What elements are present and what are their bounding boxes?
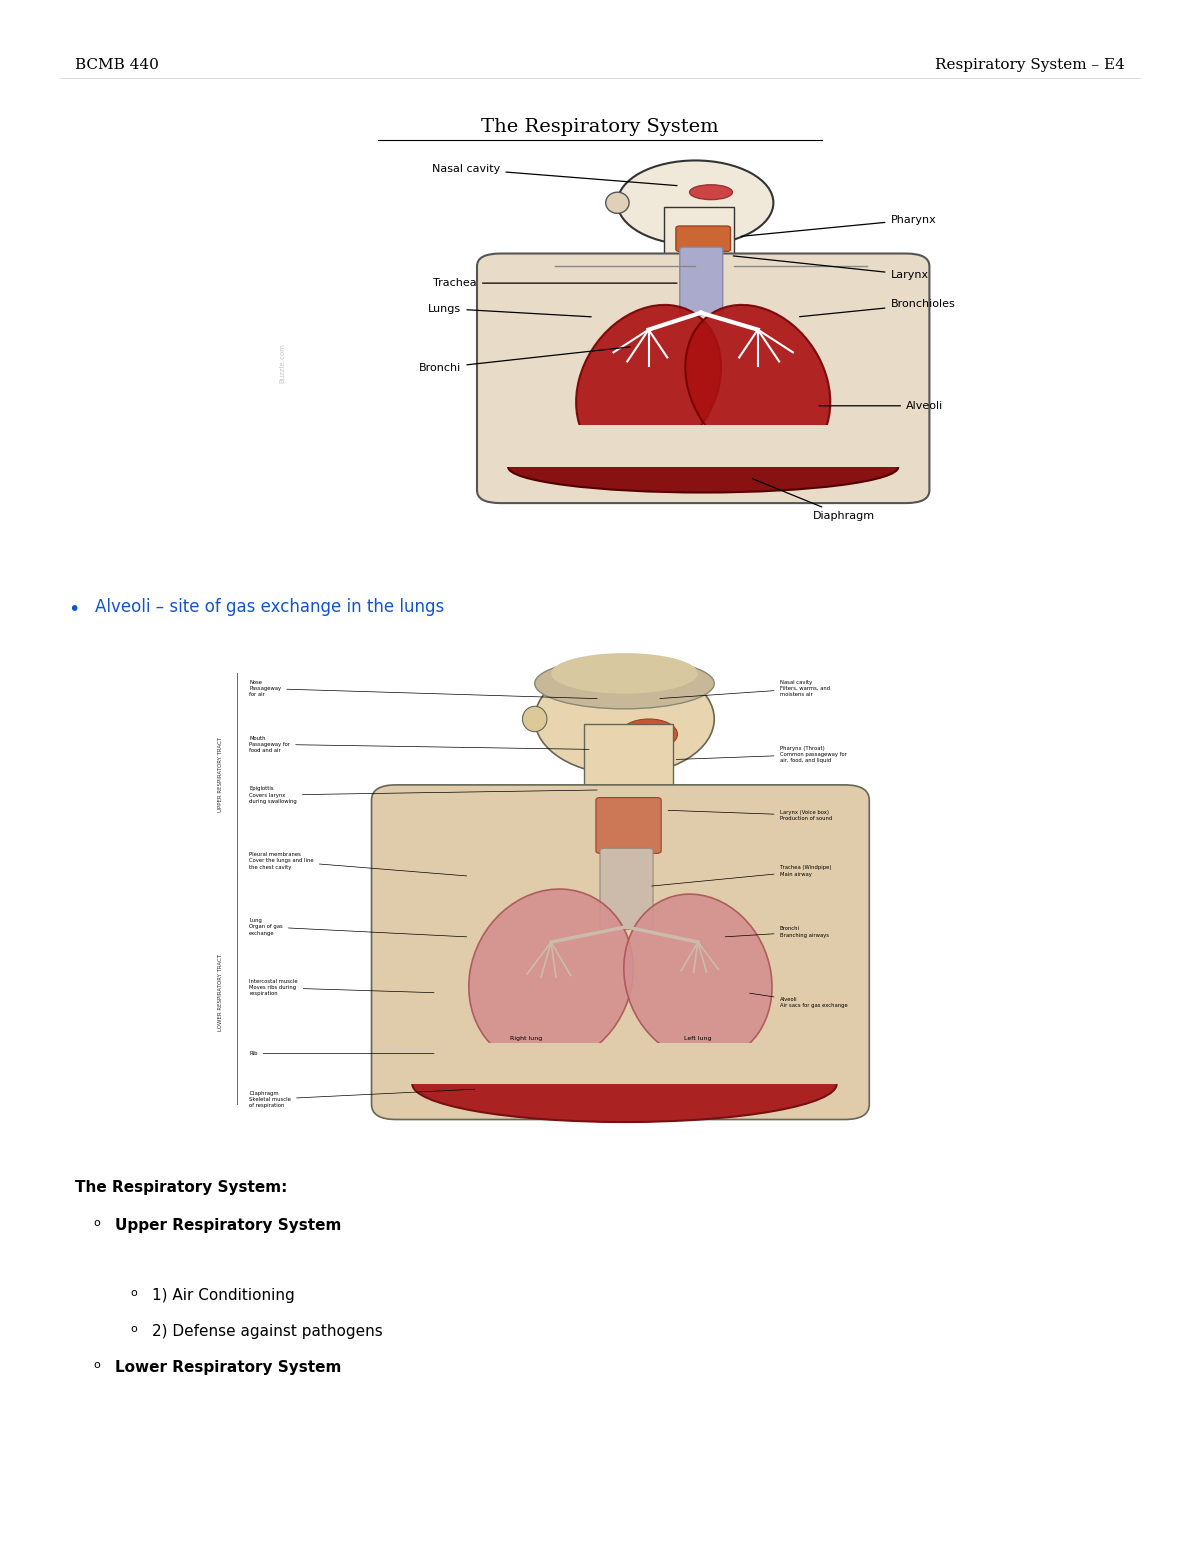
Text: Bronchi: Bronchi [419, 346, 630, 373]
Text: Trachea: Trachea [433, 278, 677, 289]
FancyBboxPatch shape [676, 227, 731, 252]
Circle shape [618, 160, 774, 245]
Text: Nasal cavity: Nasal cavity [432, 165, 677, 186]
Text: Mouth
Passageway for
food and air: Mouth Passageway for food and air [250, 736, 589, 753]
Text: o: o [94, 1360, 101, 1370]
Text: Respiratory System – E4: Respiratory System – E4 [935, 57, 1126, 71]
Text: Diaphragm
Skeletal muscle
of respiration: Diaphragm Skeletal muscle of respiration [250, 1089, 475, 1107]
Text: o: o [94, 1218, 101, 1228]
FancyBboxPatch shape [478, 253, 930, 503]
Text: LOWER RESPIRATORY TRACT: LOWER RESPIRATORY TRACT [218, 954, 223, 1031]
Text: Alveoli: Alveoli [820, 401, 943, 412]
Text: The Respiratory System: The Respiratory System [481, 118, 719, 137]
Text: Bronchi
Branching airways: Bronchi Branching airways [725, 926, 828, 938]
Text: Rib: Rib [250, 1051, 434, 1056]
Text: UPPER RESPIRATORY TRACT: UPPER RESPIRATORY TRACT [218, 738, 223, 812]
Text: 1) Air Conditioning: 1) Air Conditioning [152, 1287, 295, 1303]
Ellipse shape [522, 707, 547, 731]
Text: Pleural membranes
Cover the lungs and line
the chest cavity: Pleural membranes Cover the lungs and li… [250, 853, 467, 876]
Text: Alveoli – site of gas exchange in the lungs: Alveoli – site of gas exchange in the lu… [95, 598, 444, 617]
Ellipse shape [606, 193, 629, 213]
Ellipse shape [469, 888, 634, 1065]
Text: Upper Respiratory System: Upper Respiratory System [115, 1218, 341, 1233]
Ellipse shape [624, 895, 772, 1061]
FancyBboxPatch shape [372, 784, 869, 1120]
Text: 2) Defense against pathogens: 2) Defense against pathogens [152, 1325, 383, 1339]
Text: Buzzle.com: Buzzle.com [280, 343, 286, 384]
Text: Bronchioles: Bronchioles [799, 300, 955, 317]
Circle shape [535, 663, 714, 775]
Ellipse shape [685, 304, 830, 464]
Text: Pharynx: Pharynx [742, 214, 936, 236]
Text: Epiglottis
Covers larynx
during swallowing: Epiglottis Covers larynx during swallowi… [250, 786, 598, 804]
Text: Lower Respiratory System: Lower Respiratory System [115, 1360, 341, 1374]
Text: Left lung: Left lung [684, 1036, 712, 1041]
FancyBboxPatch shape [665, 207, 734, 266]
Text: Larynx (Voice box)
Production of sound: Larynx (Voice box) Production of sound [668, 809, 832, 822]
Text: Trachea (Windpipe)
Main airway: Trachea (Windpipe) Main airway [652, 865, 832, 887]
Text: Lung
Organ of gas
exchange: Lung Organ of gas exchange [250, 918, 467, 936]
FancyBboxPatch shape [600, 848, 653, 929]
Text: Nose
Passageway
for air: Nose Passageway for air [250, 680, 598, 699]
Text: Nasal cavity
Filters, warms, and
moistens air: Nasal cavity Filters, warms, and moisten… [660, 680, 829, 699]
Text: Lungs: Lungs [428, 303, 592, 317]
Text: Alveoli
Air sacs for gas exchange: Alveoli Air sacs for gas exchange [750, 994, 847, 1008]
Text: Diaphragm: Diaphragm [752, 478, 875, 520]
Ellipse shape [690, 185, 732, 200]
Text: The Respiratory System:: The Respiratory System: [74, 1180, 287, 1194]
FancyBboxPatch shape [680, 247, 722, 315]
Ellipse shape [576, 304, 721, 464]
Ellipse shape [413, 1047, 836, 1123]
Text: Intercostal muscle
Moves ribs during
respiration: Intercostal muscle Moves ribs during res… [250, 978, 434, 997]
FancyBboxPatch shape [500, 426, 906, 467]
Text: o: o [131, 1287, 137, 1298]
Text: o: o [131, 1325, 137, 1334]
Ellipse shape [509, 441, 899, 492]
Ellipse shape [551, 654, 698, 694]
FancyBboxPatch shape [583, 724, 673, 800]
FancyBboxPatch shape [596, 798, 661, 853]
Text: •: • [68, 599, 79, 620]
Text: Right lung: Right lung [510, 1036, 542, 1041]
Text: BCMB 440: BCMB 440 [74, 57, 158, 71]
Text: Pharynx (Throat)
Common passageway for
air, food, and liquid: Pharynx (Throat) Common passageway for a… [677, 745, 846, 763]
FancyBboxPatch shape [396, 1044, 845, 1084]
Ellipse shape [535, 658, 714, 708]
Text: Larynx: Larynx [733, 256, 929, 280]
Ellipse shape [620, 719, 678, 750]
